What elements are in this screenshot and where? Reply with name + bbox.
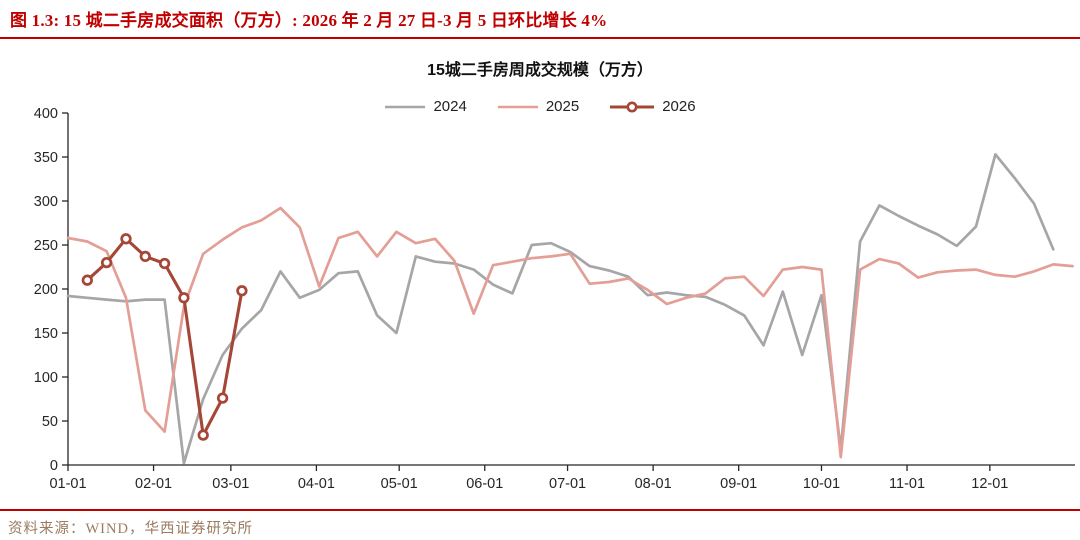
- svg-text:10-01: 10-01: [803, 476, 840, 492]
- svg-text:350: 350: [34, 150, 58, 166]
- svg-text:07-01: 07-01: [549, 476, 586, 492]
- header-divider: [0, 37, 1080, 39]
- line-swatch-icon: [497, 105, 538, 108]
- svg-text:04-01: 04-01: [298, 476, 335, 492]
- svg-text:300: 300: [34, 194, 58, 210]
- footer-divider: [0, 509, 1080, 511]
- svg-text:0: 0: [50, 458, 58, 474]
- svg-text:08-01: 08-01: [635, 476, 672, 492]
- line-circle-swatch-icon: [610, 101, 655, 112]
- legend-label: 2024: [433, 98, 467, 115]
- legend-label: 2025: [545, 98, 580, 115]
- svg-text:250: 250: [34, 238, 58, 254]
- svg-text:200: 200: [34, 282, 58, 298]
- figure-title: 图 1.3: 15 城二手房成交面积（万方）: 2026 年 2 月 27 日-…: [10, 11, 608, 30]
- line-swatch-icon: [385, 105, 426, 108]
- svg-text:01-01: 01-01: [49, 476, 86, 492]
- svg-text:03-01: 03-01: [212, 476, 249, 492]
- svg-text:150: 150: [34, 326, 58, 342]
- legend-item-2026: 2026: [609, 98, 696, 115]
- svg-text:11-01: 11-01: [889, 476, 925, 492]
- svg-text:06-01: 06-01: [466, 476, 503, 492]
- source-note: 资料来源：WIND，华西证券研究所: [8, 521, 253, 537]
- legend-item-2025: 2025: [497, 98, 579, 115]
- svg-text:50: 50: [42, 414, 58, 430]
- svg-text:09-01: 09-01: [720, 476, 757, 492]
- chart-legend: 2024 2025 2026: [0, 98, 1080, 115]
- svg-text:100: 100: [34, 370, 58, 386]
- legend-item-2024: 2024: [384, 98, 467, 115]
- svg-text:12-01: 12-01: [971, 476, 1008, 492]
- chart-title: 15城二手房周成交规模（万方）: [427, 62, 653, 79]
- legend-label: 2026: [662, 98, 696, 115]
- svg-text:05-01: 05-01: [381, 476, 418, 492]
- svg-text:02-01: 02-01: [135, 476, 172, 492]
